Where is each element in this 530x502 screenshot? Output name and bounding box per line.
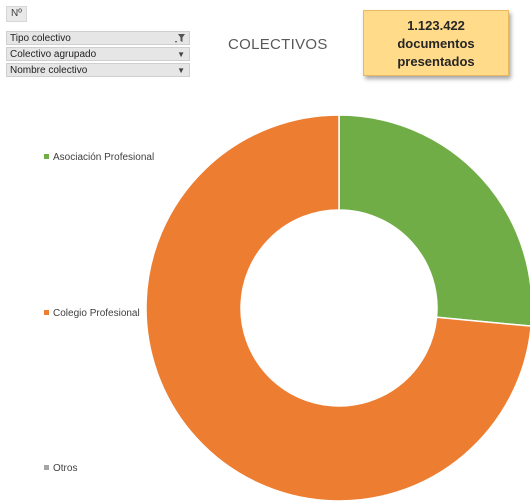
dropdown-icon[interactable]: ▼	[177, 50, 185, 59]
donut-slice-0	[338, 114, 530, 327]
donut-slice-1	[145, 114, 530, 502]
legend-swatch	[44, 153, 49, 159]
legend-item-asociacion: Asociación Profesional	[44, 152, 154, 163]
filter-colectivo-agrupado[interactable]: Colectivo agrupado ▼	[6, 47, 190, 61]
legend-item-otros: Otros	[44, 463, 77, 474]
kpi-value: 1.123.422	[407, 18, 465, 33]
dropdown-icon[interactable]: ▼	[177, 66, 185, 75]
filter-label: Tipo colectivo	[10, 33, 71, 44]
legend-item-colegio: Colegio Profesional	[44, 308, 140, 319]
filter-label: Colectivo agrupado	[10, 49, 97, 60]
legend-swatch	[44, 309, 49, 315]
measure-label: Nº	[6, 6, 27, 22]
chart-title: COLECTIVOS	[228, 36, 328, 53]
filter-label: Nombre colectivo	[10, 65, 88, 76]
filter-nombre-colectivo[interactable]: Nombre colectivo ▼	[6, 63, 190, 77]
legend-label: Colegio Profesional	[53, 308, 140, 319]
filter-tipo-colectivo[interactable]: Tipo colectivo	[6, 31, 190, 45]
kpi-line-2: documentos	[397, 36, 475, 51]
legend-swatch	[44, 464, 49, 470]
legend-label: Otros	[53, 463, 78, 474]
legend-label: Asociación Profesional	[53, 152, 155, 163]
kpi-card: 1.123.422 documentos presentados	[363, 10, 509, 76]
kpi-line-3: presentados	[397, 54, 475, 69]
filter-icon[interactable]	[172, 33, 186, 49]
